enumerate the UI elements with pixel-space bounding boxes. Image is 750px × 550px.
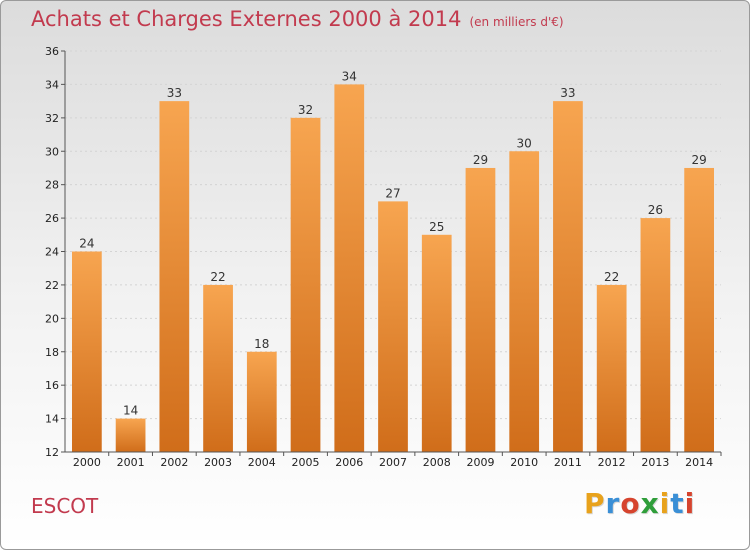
value-label-2013: 26 [648,203,663,217]
y-tick-label: 12 [45,446,59,459]
x-tick-label-2005: 2005 [292,456,320,469]
proxiti-logo: Proxiti [584,487,695,520]
y-tick-label: 28 [45,179,59,192]
x-tick-label-2011: 2011 [554,456,582,469]
logo-letter: i [684,487,696,520]
y-tick-label: 16 [45,379,59,392]
value-label-2011: 33 [560,86,575,100]
y-tick-label: 30 [45,145,59,158]
y-tick-label: 14 [45,413,59,426]
value-label-2001: 14 [123,404,138,418]
logo-letter: r [605,487,621,520]
bar-2006 [334,84,365,453]
y-tick-label: 20 [45,312,59,325]
x-tick-label-2012: 2012 [598,456,626,469]
x-tick-label-2000: 2000 [73,456,101,469]
bar-2001 [115,418,146,452]
y-tick-label: 22 [45,279,59,292]
bar-2007 [378,201,408,452]
bar-2013 [640,218,671,452]
title-unit: (en milliers d'€) [469,15,564,29]
value-label-2000: 24 [79,237,94,251]
value-label-2007: 27 [385,186,400,200]
x-tick-label-2006: 2006 [335,456,363,469]
bar-2004 [246,351,277,452]
y-tick-label: 32 [45,112,59,125]
x-tick-label-2001: 2001 [117,456,145,469]
value-label-2002: 33 [167,86,182,100]
bar-2010 [509,151,540,452]
x-tick-label-2003: 2003 [204,456,232,469]
y-tick-label: 24 [45,246,59,259]
logo-letter: i [659,487,671,520]
x-tick-label-2010: 2010 [510,456,538,469]
bar-2009 [465,167,496,453]
bar-2011 [553,101,583,452]
value-label-2004: 18 [254,337,269,351]
value-label-2003: 22 [210,270,225,284]
value-label-2014: 29 [691,153,706,167]
x-tick-label-2008: 2008 [423,456,451,469]
commune-name: ESCOT [31,494,99,518]
x-tick-label-2009: 2009 [466,456,494,469]
logo-letter: t [670,487,685,520]
bar-2012 [596,284,627,452]
axes: 12 14 16 18 20 22 24 26 28 30 32 34 36 2000 2001 2002 20… [45,45,722,469]
x-tick-label-2013: 2013 [641,456,669,469]
logo-letter: P [584,487,606,520]
bars: 24 14 33 22 18 32 34 27 25 29 30 33 22 26 29 [71,69,715,453]
title-text: Achats et Charges Externes 2000 à 2014 [31,7,462,31]
bar-2014 [684,167,715,453]
logo-letter: o [620,487,641,520]
x-tick-label-2014: 2014 [685,456,713,469]
y-tick-label: 34 [45,78,59,91]
value-label-2005: 32 [298,103,313,117]
bar-2002 [159,101,190,452]
chart-title: Achats et Charges Externes 2000 à 2014 (e… [31,7,564,31]
x-tick-label-2004: 2004 [248,456,276,469]
value-label-2012: 22 [604,270,619,284]
bar-2000 [71,251,102,452]
value-label-2009: 29 [473,153,488,167]
x-tick-label-2007: 2007 [379,456,407,469]
x-tick-label-2002: 2002 [160,456,188,469]
bar-2003 [203,284,233,452]
y-tick-label: 26 [45,212,59,225]
bar-2005 [290,117,321,452]
y-tick-label: 18 [45,346,59,359]
logo-letter: x [640,487,660,520]
value-label-2010: 30 [517,136,532,150]
bar-2008 [421,234,452,452]
y-tick-label: 36 [45,45,59,58]
value-label-2008: 25 [429,220,444,234]
value-label-2006: 34 [342,69,357,83]
